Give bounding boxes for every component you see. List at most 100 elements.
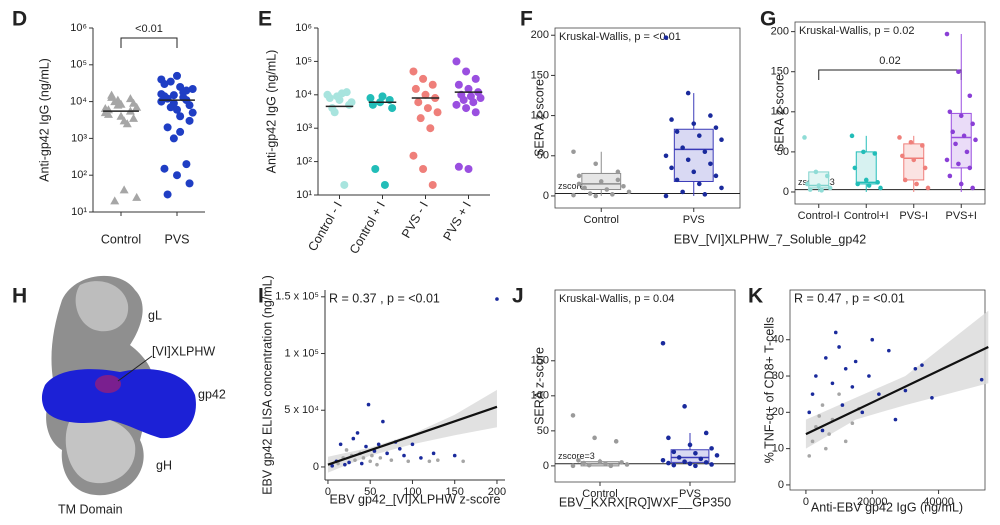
x-axis-title: EBV gp42_[VI]XLPHW z-score <box>330 492 501 506</box>
x-tick-label: PVS <box>683 214 705 226</box>
data-point <box>103 109 113 118</box>
x-tick-label: 200 <box>488 486 506 498</box>
y-tick-label: 10³ <box>71 132 87 144</box>
data-point <box>381 419 385 424</box>
data-point <box>819 188 824 193</box>
data-point <box>353 458 357 462</box>
data-point <box>920 363 924 367</box>
data-point <box>581 460 587 466</box>
data-point <box>674 129 680 134</box>
panel-letter: E <box>258 8 272 31</box>
data-point <box>376 442 381 447</box>
y-tick-label: 10¹ <box>296 189 312 201</box>
motif-region <box>95 375 121 393</box>
data-point <box>338 442 343 447</box>
data-point <box>956 161 961 167</box>
data-point <box>708 113 713 118</box>
data-point <box>660 457 666 463</box>
data-point <box>953 141 958 147</box>
data-point <box>419 74 428 83</box>
data-point <box>173 71 181 80</box>
x-tick-label: PVS <box>679 488 701 500</box>
data-point <box>680 145 685 151</box>
data-point <box>471 74 480 83</box>
data-point <box>419 165 428 174</box>
data-point <box>698 456 704 462</box>
y-tick-label: 10⁵ <box>70 59 87 71</box>
data-point <box>409 67 418 76</box>
data-point <box>344 448 349 452</box>
annotation: Kruskal-Wallis, p = <0.01 <box>559 31 681 43</box>
data-point <box>693 463 698 469</box>
data-point <box>902 177 908 183</box>
panel-letter: D <box>12 8 27 31</box>
panel-letter: H <box>12 285 27 308</box>
data-point <box>703 430 709 436</box>
data-point <box>576 173 582 179</box>
data-point <box>833 330 838 335</box>
data-point <box>610 192 615 197</box>
data-point <box>663 193 669 199</box>
x-tick-label: Control <box>101 232 141 246</box>
data-point <box>674 177 680 183</box>
y-tick-label: 1.5 x 10⁵ <box>275 291 319 303</box>
data-point <box>570 413 576 418</box>
data-point <box>970 121 975 127</box>
data-point <box>406 459 411 464</box>
data-point <box>389 458 394 462</box>
data-point <box>419 456 423 460</box>
data-point <box>824 356 828 360</box>
data-point <box>687 461 693 467</box>
data-point <box>576 181 582 187</box>
y-tick-label: 100 <box>531 109 549 121</box>
data-point <box>330 464 334 468</box>
data-point <box>820 428 825 433</box>
data-point <box>663 153 669 159</box>
data-point <box>950 129 955 135</box>
y-tick-label: 10⁶ <box>70 22 87 34</box>
data-point <box>967 93 973 99</box>
x-tick-label: 20000 <box>857 496 888 508</box>
data-point <box>837 345 841 349</box>
data-point <box>173 105 181 114</box>
x-tick-label: PVS-I <box>899 210 928 222</box>
data-point <box>925 185 931 191</box>
data-point <box>961 133 967 139</box>
data-point <box>587 191 593 196</box>
data-point <box>119 185 129 194</box>
data-point <box>347 98 356 107</box>
data-point <box>685 157 691 163</box>
y-axis-title: SERA z-score <box>532 79 546 157</box>
structure-label: gL <box>148 308 162 322</box>
x-tick-label: PVS+I <box>946 210 978 222</box>
data-point <box>807 454 812 458</box>
structure-label: [VI]XLPHW <box>152 344 215 358</box>
data-point <box>872 151 878 156</box>
data-point <box>122 119 132 128</box>
data-point <box>693 450 698 456</box>
data-point <box>669 165 674 171</box>
x-tick-label: 0 <box>325 486 331 498</box>
data-point <box>619 460 624 465</box>
data-point <box>861 149 866 155</box>
data-point <box>958 181 964 187</box>
x-tick-label: Control+I <box>844 210 889 222</box>
data-point <box>169 134 178 143</box>
data-point <box>849 133 855 139</box>
data-point <box>827 432 831 436</box>
data-point <box>817 414 821 418</box>
y-axis-title: Anti-gp42 IgG (ng/mL) <box>37 58 51 182</box>
data-point <box>843 366 848 371</box>
data-point <box>421 90 430 99</box>
data-point <box>462 104 471 113</box>
data-point <box>709 446 714 451</box>
data-point <box>370 453 374 458</box>
data-point <box>385 451 389 456</box>
data-point <box>176 112 185 121</box>
data-point <box>361 456 366 460</box>
data-point <box>431 451 436 456</box>
data-point <box>702 192 708 197</box>
structure-label: gp42 <box>198 387 226 401</box>
data-point <box>166 77 175 86</box>
data-point <box>428 180 437 189</box>
